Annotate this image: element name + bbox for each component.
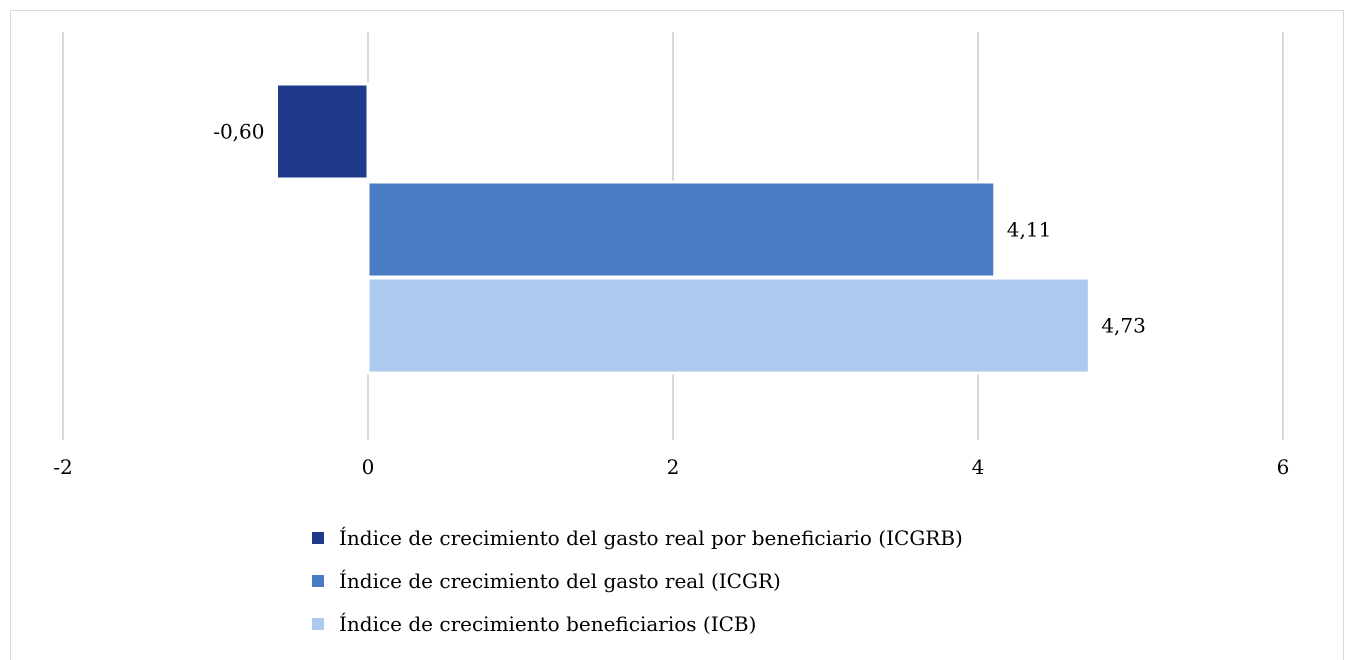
legend-item: Índice de crecimiento del gasto real (IC… bbox=[312, 569, 781, 593]
legend-item: Índice de crecimiento del gasto real por… bbox=[312, 526, 963, 550]
bar bbox=[366, 276, 1091, 375]
bars bbox=[275, 82, 1091, 375]
x-tick-label: -2 bbox=[53, 455, 72, 479]
legend-swatch bbox=[312, 575, 324, 587]
data-label: 4,73 bbox=[1101, 314, 1146, 338]
x-tick-label: 2 bbox=[667, 455, 680, 479]
data-labels: -0,60 4,11 4,73 bbox=[213, 120, 1146, 338]
legend: Índice de crecimiento del gasto real por… bbox=[312, 526, 963, 636]
legend-swatch bbox=[312, 532, 324, 544]
data-label: 4,11 bbox=[1007, 218, 1052, 242]
bar bbox=[366, 180, 997, 279]
chart-frame bbox=[10, 10, 1344, 660]
legend-label: Índice de crecimiento beneficiarios (ICB… bbox=[339, 612, 756, 636]
x-tick-label: 6 bbox=[1277, 455, 1290, 479]
legend-swatch bbox=[312, 618, 324, 630]
bar bbox=[275, 82, 370, 181]
data-label: -0,60 bbox=[213, 120, 264, 144]
x-tick-label: 0 bbox=[362, 455, 375, 479]
x-tick-label: 4 bbox=[972, 455, 985, 479]
x-axis-tick-labels: -2 0 2 4 6 bbox=[53, 455, 1289, 479]
legend-label: Índice de crecimiento del gasto real por… bbox=[339, 526, 963, 550]
legend-label: Índice de crecimiento del gasto real (IC… bbox=[339, 569, 781, 593]
legend-item: Índice de crecimiento beneficiarios (ICB… bbox=[312, 612, 756, 636]
